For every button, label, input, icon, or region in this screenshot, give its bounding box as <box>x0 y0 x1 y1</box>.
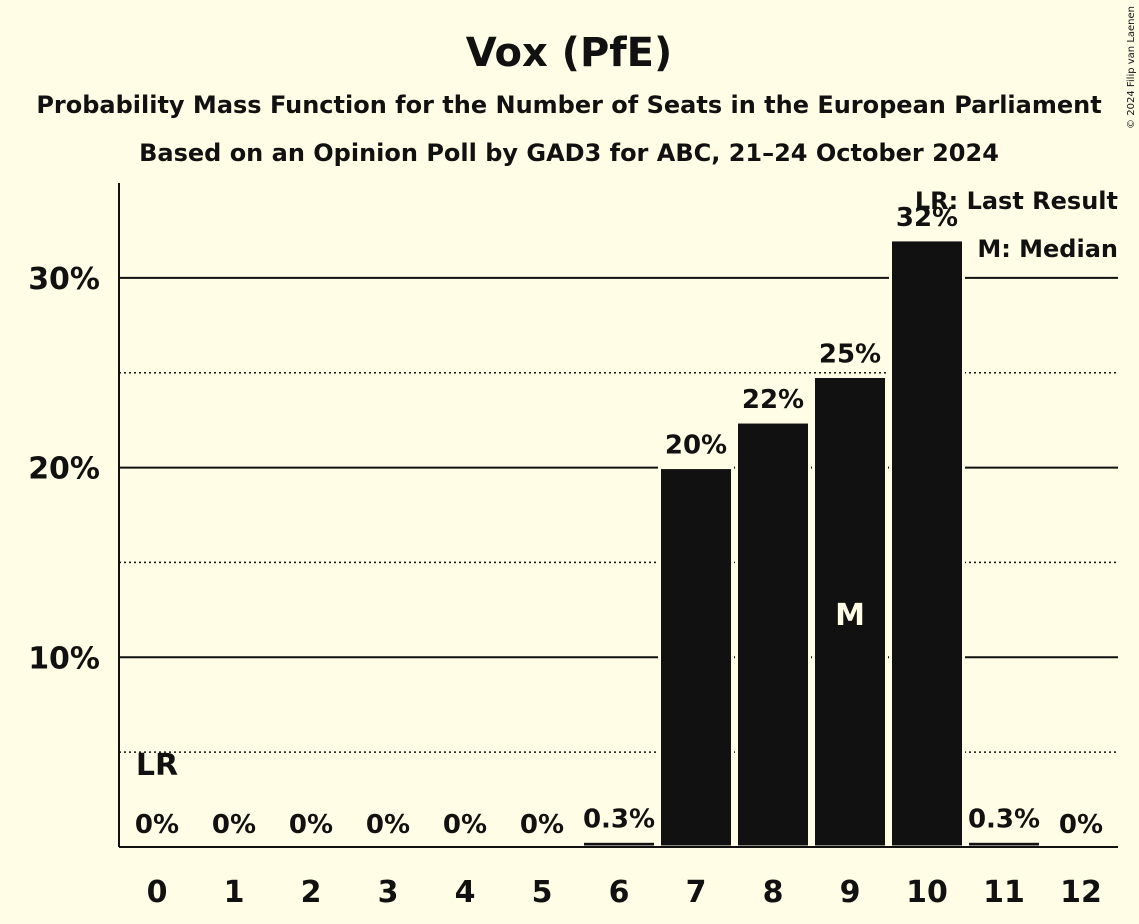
y-tick-label-30: 30% <box>28 262 100 297</box>
value-label-8: 22% <box>742 385 804 415</box>
chart-subtitle-poll: Based on an Opinion Poll by GAD3 for ABC… <box>139 139 999 167</box>
bar-10 <box>889 238 965 849</box>
x-tick-label-0: 0 <box>147 875 168 910</box>
x-tick-label-2: 2 <box>301 875 322 910</box>
value-label-10: 32% <box>896 203 958 233</box>
last-result-marker: LR <box>136 748 178 783</box>
chart-title: Vox (PfE) <box>466 30 673 76</box>
bar-9 <box>812 375 888 849</box>
value-label-1: 0% <box>212 810 256 840</box>
value-label-5: 0% <box>520 810 564 840</box>
legend-entry-0: LR: Last Result <box>915 187 1118 215</box>
x-tick-label-7: 7 <box>686 875 707 910</box>
value-label-9: 25% <box>819 340 881 370</box>
y-tick-label-20: 20% <box>28 452 100 487</box>
value-label-3: 0% <box>366 810 410 840</box>
x-tick-label-5: 5 <box>532 875 553 910</box>
value-label-6: 0.3% <box>583 804 655 834</box>
x-tick-label-12: 12 <box>1060 875 1102 910</box>
x-tick-label-9: 9 <box>840 875 861 910</box>
x-tick-label-11: 11 <box>983 875 1025 910</box>
legend: LR: Last Result M: Median <box>915 187 1118 263</box>
value-label-11: 0.3% <box>968 804 1040 834</box>
x-tick-label-1: 1 <box>224 875 245 910</box>
value-label-7: 20% <box>665 431 727 461</box>
y-tick-label-10: 10% <box>28 641 100 676</box>
value-label-12: 0% <box>1059 810 1103 840</box>
bars <box>581 238 1042 849</box>
axes <box>118 183 1118 848</box>
gridlines <box>119 276 1118 753</box>
legend-entry-1: M: Median <box>977 235 1118 263</box>
markers: LR M <box>136 598 865 783</box>
value-label-2: 0% <box>289 810 333 840</box>
x-tick-label-8: 8 <box>763 875 784 910</box>
value-labels: 0% 0% 0% 0% 0% 0% 0.3% 20% 22% 25% 32% 0.3% 0% <box>135 203 1103 840</box>
x-tick-label-4: 4 <box>455 875 476 910</box>
median-marker: M <box>835 598 865 633</box>
bar-8 <box>735 420 811 849</box>
chart-subtitle: Probability Mass Function for the Number… <box>36 91 1101 119</box>
value-label-0: 0% <box>135 810 179 840</box>
x-tick-label-10: 10 <box>906 875 948 910</box>
x-tick-label-6: 6 <box>609 875 630 910</box>
value-label-4: 0% <box>443 810 487 840</box>
bar-7 <box>658 466 734 849</box>
y-tick-labels: 10% 20% 30% <box>28 262 100 676</box>
x-tick-labels: 0 1 2 3 4 5 6 7 8 9 10 11 12 <box>147 875 1102 910</box>
copyright-notice: © 2024 Filip van Laenen <box>1126 6 1137 129</box>
x-tick-label-3: 3 <box>378 875 399 910</box>
